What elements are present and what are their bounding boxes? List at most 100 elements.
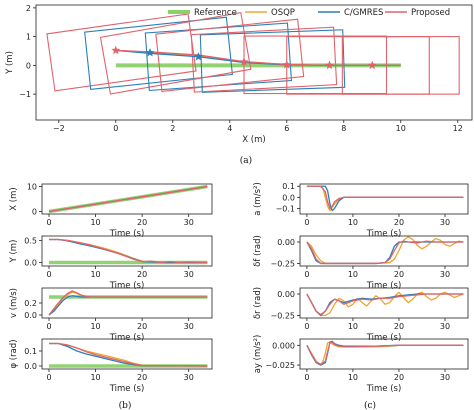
vehicle-box-proposed [155,18,305,92]
star-marker [324,60,335,70]
series-line-cgmres [48,238,208,264]
plot-area [46,11,460,95]
x-axis-label: Time (s) [109,333,145,343]
y-tick-label: −0.25 [270,311,295,320]
plot-area [48,290,208,316]
x-tick-label: 10 [348,270,358,279]
x-tick-label: 10 [90,373,100,382]
x-tick-label: 20 [137,373,147,382]
x-tick-label: 0 [46,373,51,382]
x-tick-label: 4 [227,124,232,133]
series-line-proposed [115,49,401,67]
x-tick-label: 10 [90,218,100,227]
y-tick-label: −0.1 [276,204,295,213]
vehicle-box-cgmres [84,16,233,90]
y-axis-label: X (m) [9,187,19,210]
x-tick-label: 20 [137,322,147,331]
chart-c1: 0 10 20 30 −0.1 0.0 0.1 Time (s) a (m/s²) [253,182,469,239]
y-tick-label: 0.5 [24,236,37,245]
axes-frame [41,183,213,215]
legend-label-cgmres: C/GMRES [344,8,383,18]
axes-frame [299,338,469,370]
plot-area [306,291,464,317]
x-tick-label: 10 [348,373,358,382]
series-line-proposed [306,240,464,265]
x-tick-label: 0 [46,270,51,279]
series-line-proposed [48,342,208,367]
y-axis-label: v (m/s) [9,288,19,318]
y-tick-label: 0 [32,208,37,217]
plot-area [306,236,464,265]
x-tick-label: 0 [304,270,309,279]
x-tick-label: 30 [440,373,450,382]
plot-area [306,340,464,366]
x-tick-label: 30 [184,218,194,227]
y-tick-label: 2 [26,4,31,13]
x-tick-label: 30 [440,322,450,331]
axes-frame [299,235,469,267]
y-tick-label: 0.0 [24,311,37,320]
y-axis-label: ay (m/s²) [253,335,263,374]
x-tick-label: 0 [304,322,309,331]
x-tick-label: 10 [90,270,100,279]
x-tick-label: 20 [137,270,147,279]
x-tick-label: 30 [184,322,194,331]
chart-c2: 0 10 20 30 −0.25 0.00 Time (s) δf (rad) [253,235,469,291]
x-axis-label: X (m) [242,135,265,145]
x-tick-label: 20 [137,218,147,227]
series-line-proposed [48,238,208,264]
x-tick-label: 0 [46,218,51,227]
vehicle-box-proposed [190,26,338,93]
vehicle-box-proposed [99,11,252,95]
series-line-osqp [306,236,464,265]
y-tick-label: 0.0 [24,258,37,267]
x-tick-label: 2 [170,124,175,133]
y-tick-label: 10 [27,183,37,192]
x-tick-label: 8 [341,124,346,133]
y-tick-label: 0.0 [24,362,37,371]
x-tick-label: 12 [453,124,463,133]
star-marker [145,47,155,57]
x-tick-label: 20 [394,270,404,279]
y-axis-label: φ (rad) [9,339,19,368]
series-line-osqp [48,238,208,264]
axes-frame [299,287,469,319]
axes-frame [35,4,473,121]
y-tick-label: 0.000 [272,341,295,350]
y-tick-label: 1 [26,33,31,42]
chart-b2: 0 10 20 30 0.0 0.5 Time (s) Y (m) [9,235,213,291]
star-marker [367,60,377,70]
caption-b: (b) [119,400,132,410]
star-marker [193,51,203,61]
y-tick-label: 0.2 [24,299,37,308]
x-axis-label: Time (s) [366,333,402,343]
x-axis-label: Time (s) [109,384,145,394]
x-tick-label: 30 [184,373,194,382]
axes-frame [41,235,213,267]
x-tick-label: 10 [348,218,358,227]
y-tick-label: 0.1 [282,182,295,191]
y-tick-label: −0.025 [265,361,295,370]
y-axis-label: δr (rad) [253,287,263,319]
plot-area [48,184,208,214]
x-tick-label: 0 [46,322,51,331]
x-tick-label: 0 [113,124,118,133]
plot-area [48,238,208,265]
star-marker [111,45,121,55]
series-line-cgmres [48,295,208,316]
x-tick-label: 0 [304,373,309,382]
x-axis-label: Time (s) [109,281,145,291]
x-tick-label: 20 [394,218,404,227]
chart-b1: 0 10 20 30 0 10 Time (s) X (m) [9,183,213,239]
caption-a: (a) [240,155,252,166]
axes-frame [299,183,469,215]
x-tick-label: 10 [348,322,358,331]
series-line-cgmres [306,241,464,265]
x-tick-label: 30 [440,270,450,279]
x-tick-label: 20 [394,373,404,382]
y-axis-label: Y (m) [5,51,15,75]
y-tick-label: 0.00 [277,290,295,299]
axes-frame [41,338,213,370]
x-tick-label: 20 [394,322,404,331]
